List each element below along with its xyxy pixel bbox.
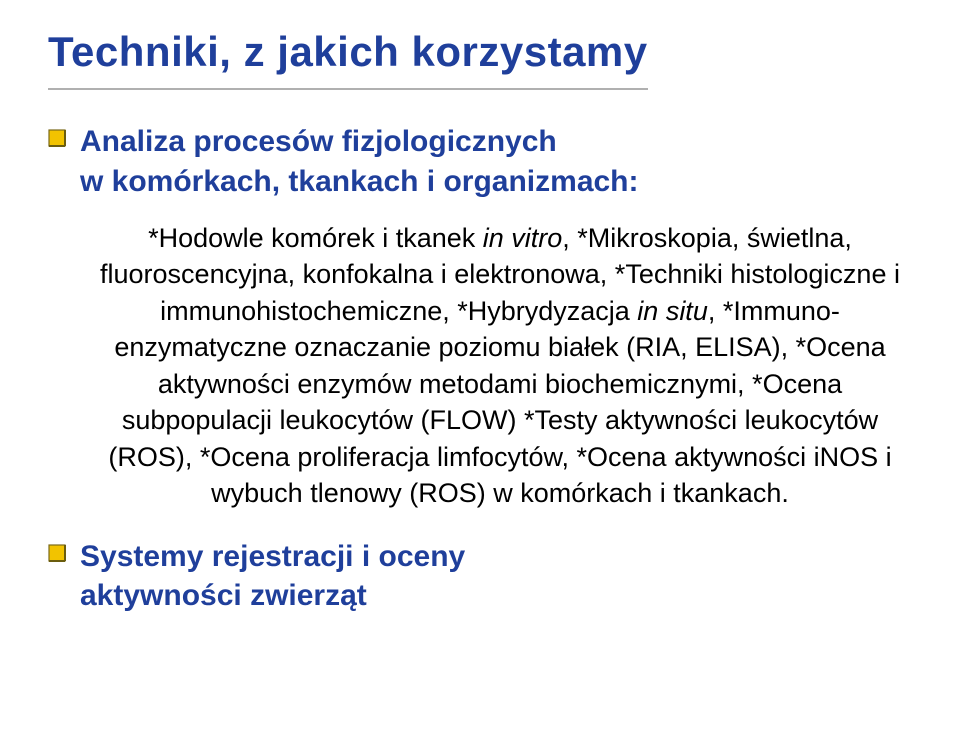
square-bullet-icon xyxy=(48,129,66,147)
slide: Techniki, z jakich korzystamy Analiza pr… xyxy=(0,0,960,750)
bullet-item-2: Systemy rejestracji i oceny xyxy=(48,538,920,576)
bullet-item-1: Analiza procesów fizjologicznych xyxy=(48,123,920,161)
bullet-1-heading-line1: Analiza procesów fizjologicznych xyxy=(80,123,557,161)
bullet-2-heading-line1: Systemy rejestracji i oceny xyxy=(80,538,465,576)
bullet-2-heading-line2: aktywności zwierząt xyxy=(80,577,920,615)
slide-title: Techniki, z jakich korzystamy xyxy=(48,28,648,80)
title-underline xyxy=(48,88,648,90)
square-bullet-icon xyxy=(48,544,66,562)
body-paragraph: *Hodowle komórek i tkanek in vitro, *Mik… xyxy=(80,220,920,512)
title-wrap: Techniki, z jakich korzystamy xyxy=(48,28,708,118)
bullet-1-heading-line2: w komórkach, tkankach i organizmach: xyxy=(80,163,920,201)
